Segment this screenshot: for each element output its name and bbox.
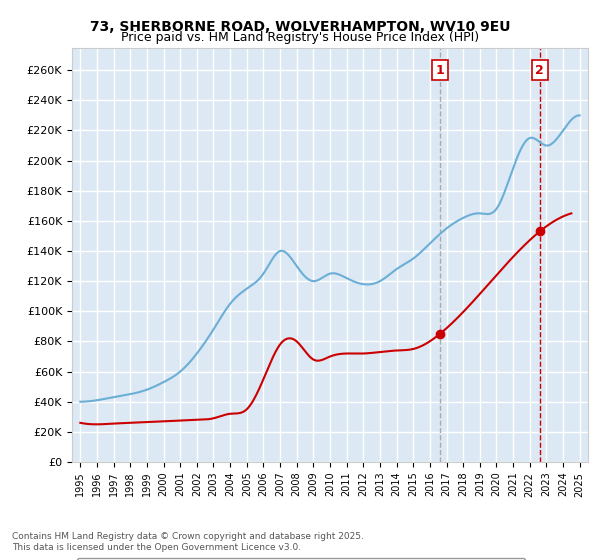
Text: 2: 2	[535, 64, 544, 77]
Legend: 73, SHERBORNE ROAD, WOLVERHAMPTON, WV10 9EU (semi-detached house), HPI: Average : 73, SHERBORNE ROAD, WOLVERHAMPTON, WV10 …	[77, 558, 526, 560]
Text: Contains HM Land Registry data © Crown copyright and database right 2025.
This d: Contains HM Land Registry data © Crown c…	[12, 532, 364, 552]
Text: Price paid vs. HM Land Registry's House Price Index (HPI): Price paid vs. HM Land Registry's House …	[121, 31, 479, 44]
Text: 1: 1	[436, 64, 444, 77]
Text: 73, SHERBORNE ROAD, WOLVERHAMPTON, WV10 9EU: 73, SHERBORNE ROAD, WOLVERHAMPTON, WV10 …	[90, 20, 510, 34]
